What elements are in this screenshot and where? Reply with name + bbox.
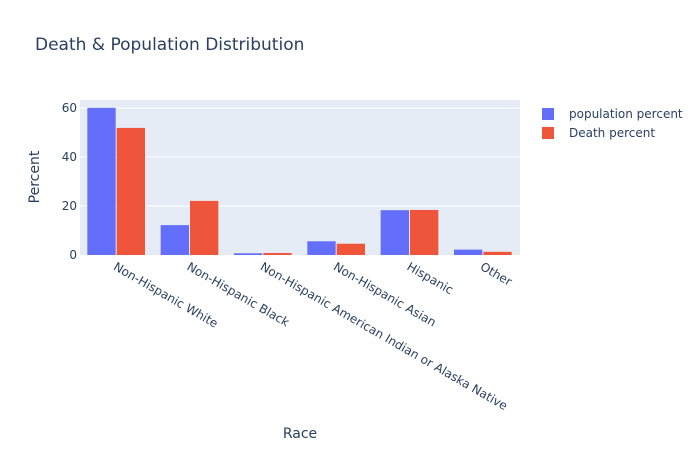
y-axis-ticks: 0 20 40 60	[62, 101, 77, 262]
y-tick-label: 40	[62, 150, 77, 164]
x-axis-title: Race	[283, 426, 317, 442]
legend-label-population[interactable]: population percent	[569, 107, 683, 121]
plot-background	[80, 100, 520, 255]
bar-death-1[interactable]	[190, 200, 219, 255]
bar-death-4[interactable]	[410, 209, 439, 255]
chart-title: Death & Population Distribution	[35, 35, 304, 55]
x-tick-label: Hispanic	[405, 259, 456, 297]
bar-population-5[interactable]	[454, 249, 483, 255]
legend[interactable]: population percent Death percent	[542, 107, 683, 140]
bar-population-2[interactable]	[234, 253, 263, 255]
x-tick-label: Other	[478, 259, 515, 288]
bar-population-0[interactable]	[87, 107, 116, 256]
x-tick-label: Non-Hispanic American Indian or Alaska N…	[258, 259, 510, 413]
y-tick-label: 60	[62, 101, 77, 115]
bar-population-3[interactable]	[307, 241, 336, 255]
bar-population-4[interactable]	[380, 210, 409, 255]
bars	[87, 107, 512, 256]
gridlines	[80, 107, 520, 207]
bar-population-1[interactable]	[160, 225, 189, 255]
bar-death-2[interactable]	[263, 253, 292, 255]
y-tick-label: 20	[62, 199, 77, 213]
y-axis-title: Percent	[27, 150, 43, 203]
bar-death-0[interactable]	[116, 127, 145, 255]
legend-swatch-population[interactable]	[542, 108, 554, 120]
legend-label-death[interactable]: Death percent	[569, 126, 655, 140]
legend-swatch-death[interactable]	[542, 127, 554, 139]
bar-death-3[interactable]	[336, 243, 365, 255]
y-tick-label: 0	[69, 248, 77, 262]
bar-death-5[interactable]	[483, 251, 512, 255]
